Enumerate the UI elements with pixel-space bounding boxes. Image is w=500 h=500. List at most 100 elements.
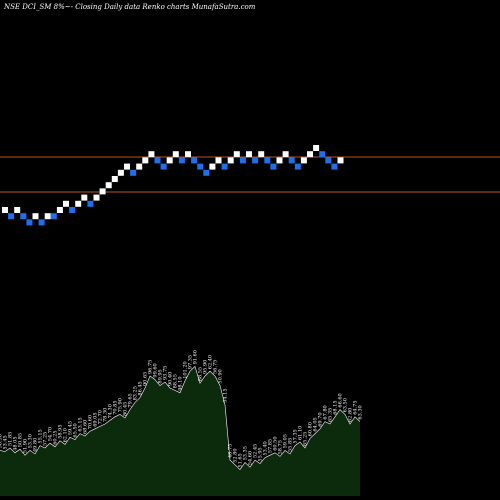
renko-brick [246, 151, 252, 158]
volume-label: 58.95 [58, 424, 64, 438]
volume-label: 60.50 [273, 436, 279, 450]
renko-brick [69, 207, 76, 213]
renko-brick [26, 219, 33, 226]
renko-brick [239, 157, 246, 164]
renko-brick [288, 157, 295, 164]
renko-brick [124, 163, 130, 170]
volume-label: 72.70 [98, 410, 104, 424]
volume-label: 57.35 [293, 429, 299, 443]
volume-label: 54.70 [48, 427, 54, 441]
volume-label: 58.75 [278, 440, 284, 454]
volume-label: 90.40 [168, 372, 174, 386]
volume-label: 49.80 [33, 438, 39, 452]
renko-brick [50, 213, 57, 220]
volume-label: 55.85 [288, 438, 294, 452]
volume-label: 70.60 [88, 415, 94, 429]
volume-label: 51.85 [8, 432, 14, 446]
renko-brick [136, 163, 143, 170]
volume-label: 62.40 [208, 355, 214, 369]
renko-brick [14, 207, 21, 213]
volume-label: 62.80 [348, 408, 354, 422]
renko-brick [337, 157, 344, 164]
renko-brick [93, 194, 100, 201]
volume-label: 65.50 [73, 423, 79, 437]
renko-brick [221, 163, 228, 170]
renko-brick [227, 157, 234, 164]
volume-label: 52.45 [253, 444, 259, 458]
volume-label: 48.75 [228, 444, 234, 458]
volume-label: 86.45 [138, 381, 144, 395]
volume-label: 64.75 [353, 400, 359, 414]
renko-brick [191, 157, 198, 164]
renko-brick [166, 157, 173, 164]
renko-brick [148, 151, 155, 158]
volume-label: 63.50 [343, 398, 349, 412]
renko-brick [75, 200, 82, 207]
renko-brick [215, 157, 222, 164]
reference-lines [0, 156, 500, 193]
volume-label: 52.80 [233, 448, 239, 462]
chart-title: NSE DCI_SM 8%~- Closing Daily data Renko… [3, 3, 256, 11]
volume-area [0, 365, 361, 496]
volume-label: 91.60 [193, 350, 199, 364]
volume-label: 56.75 [213, 360, 219, 374]
renko-brick [99, 188, 106, 195]
volume-label: 68.15 [333, 400, 339, 414]
renko-brick [63, 200, 69, 207]
renko-brick [130, 169, 137, 176]
renko-brick [87, 200, 94, 207]
volume-label: 88.55 [173, 374, 179, 388]
renko-brick [105, 182, 112, 189]
volume-label: 89.95 [158, 369, 164, 383]
renko-brick [209, 163, 216, 170]
volume-label: 59.05 [283, 434, 289, 448]
renko-brick [117, 169, 124, 176]
renko-brick [38, 219, 45, 226]
volume-label: 57.85 [268, 439, 274, 453]
renko-brick [111, 176, 118, 182]
volume-label: 65.25 [303, 432, 309, 446]
renko-brick [2, 207, 8, 213]
renko-brick [294, 163, 301, 170]
renko-brick [307, 151, 313, 158]
volume-labels: 56.30 53.45 51.85 48.05 50.85 51.90 53.30 49.80… [0, 350, 364, 468]
volume-label: 54.15 [223, 388, 229, 402]
volume-label: 51.65 [238, 453, 244, 467]
renko-brick [160, 163, 167, 170]
renko-brick [81, 194, 88, 201]
renko-brick [331, 163, 338, 170]
volume-label: 78.30 [103, 408, 109, 422]
renko-brick [56, 207, 63, 213]
renko-brick [252, 157, 259, 164]
volume-label: 57.25 [43, 432, 49, 446]
volume-label: 101.20 [183, 361, 189, 379]
volume-label: 50.90 [218, 369, 224, 383]
renko-brick [276, 157, 283, 164]
volume-label: 50.85 [18, 433, 24, 447]
volume-label: 66.60 [338, 393, 344, 407]
renko-brick [282, 151, 289, 158]
volume-label: 79.65 [128, 393, 134, 407]
volume-label: 62.10 [63, 428, 69, 442]
volume-label: 53.40 [263, 441, 269, 455]
renko-brick [178, 157, 185, 164]
volume-label: 96.75 [148, 360, 154, 374]
volume-label: 56.30 [0, 434, 4, 448]
volume-label: 98.10 [178, 376, 184, 390]
volume-label: 53.30 [28, 434, 34, 448]
volume-label: 64.05 [313, 417, 319, 431]
renko-brick [233, 151, 240, 158]
volume-label: 95.90 [203, 360, 209, 374]
volume-label: 83.25 [133, 386, 139, 400]
volume-label: 69.70 [318, 412, 324, 426]
volume-label: 61.10 [298, 426, 304, 440]
volume-label: 48.05 [13, 436, 19, 450]
volume-label: 65.35 [328, 408, 334, 422]
renko-brick [270, 163, 277, 170]
volume-outline [0, 365, 361, 471]
renko-brick [313, 145, 320, 151]
volume-label: 74.30 [108, 404, 114, 418]
renko-brick [44, 213, 51, 220]
